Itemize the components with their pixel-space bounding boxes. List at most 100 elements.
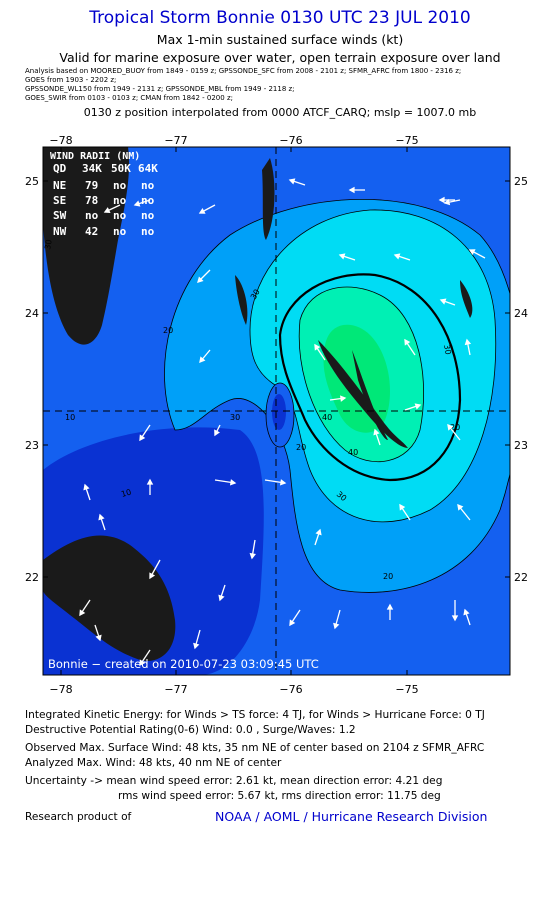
contour-label: 30 — [230, 413, 240, 422]
wind-radii-ne-label: NE — [53, 179, 66, 192]
analysis-sources-line-4: GOES_SWIR from 0103 - 0103 z; CMAN from … — [25, 94, 233, 102]
wind-vector-head — [103, 207, 111, 214]
tick-marks — [43, 147, 510, 675]
lat-tick-left-22: 22 — [25, 571, 39, 584]
wind-vector-head — [139, 434, 146, 442]
lon-tick-top-76: −76 — [279, 134, 302, 147]
wind-vector-head — [229, 479, 237, 486]
analyzed-max-wind: Analyzed Max. Wind: 48 kts, 40 nm NE of … — [25, 757, 282, 769]
wind-vector-head — [393, 253, 401, 260]
lat-tick-right-25: 25 — [514, 175, 528, 188]
wind-radii-title: WIND RADII (NM) — [50, 151, 140, 162]
wind-vector-head — [457, 503, 464, 511]
wind-vector-head — [279, 479, 287, 486]
land-island-east — [460, 280, 473, 318]
contour-label: 30 — [249, 288, 262, 301]
lat-tick-right-22: 22 — [514, 571, 528, 584]
wind-radii-sw-50k: no — [113, 209, 127, 222]
contour-label: 10 — [65, 413, 75, 422]
wind-vector-head — [404, 338, 411, 346]
wind-vector-head — [451, 615, 459, 622]
wind-vector-head — [414, 403, 422, 410]
wind-vector-head — [468, 249, 476, 256]
wind-vector-head — [133, 200, 141, 207]
wind-vector-head — [289, 619, 296, 627]
wind-vector-head — [315, 528, 322, 536]
lon-tick-bottom-76: −76 — [279, 683, 302, 696]
land-andros — [235, 275, 248, 325]
wind-radii-se-64k: no — [141, 194, 155, 207]
wind-vector-head — [198, 207, 206, 214]
wind-radii-header-34k: 34K — [82, 162, 102, 175]
contour-label: 20 — [296, 443, 306, 452]
contour-label: 40 — [348, 448, 358, 457]
wind-radii-nw-label: NW — [53, 225, 67, 238]
wind-radii-sw-64k: no — [141, 209, 155, 222]
wind-radii-ne-34k: 79 — [85, 179, 98, 192]
wind-vector-head — [373, 428, 380, 436]
analysis-sources-line-3: GPSSONDE_WL150 from 1949 - 2131 z; GPSSO… — [25, 85, 295, 93]
wind-band-45 — [323, 324, 390, 433]
analysis-sources-line-2: GOES from 1903 - 2202 z; — [25, 76, 117, 84]
wind-vector-head — [338, 253, 346, 260]
wind-vector-head — [214, 429, 220, 437]
lon-tick-top-75: −75 — [395, 134, 418, 147]
wind-vector-head — [79, 609, 86, 617]
uncertainty-rms: rms wind speed error: 5.67 kt, rms direc… — [118, 790, 441, 802]
wind-vector-head — [139, 659, 146, 667]
contour-label: 20 — [383, 572, 393, 581]
land-abaco — [262, 158, 275, 240]
wind-vector-head — [463, 608, 470, 616]
wind-vector-head — [386, 603, 394, 610]
contour-label: 30 — [442, 344, 453, 356]
wind-radii-se-34k: 78 — [85, 194, 98, 207]
map-subtitle: Max 1-min sustained surface winds (kt) — [156, 32, 404, 47]
wind-vector-head — [399, 503, 406, 511]
wind-radii-sw-34k: no — [85, 209, 99, 222]
position-note: 0130 z position interpolated from 0000 A… — [83, 106, 477, 119]
ike-summary: Integrated Kinetic Energy: for Winds > T… — [25, 709, 485, 721]
wind-radii-header-qd: QD — [53, 162, 67, 175]
validity-note: Valid for marine exposure over water, op… — [59, 50, 501, 65]
uncertainty-mean: Uncertainty -> mean wind speed error: 2.… — [25, 775, 443, 787]
analysis-sources-line-1: Analysis based on MOORED_BUOY from 1849 … — [25, 67, 462, 75]
wind-radii-table: WIND RADII (NM) QD 34K 50K 64K NE 79 no … — [50, 151, 158, 238]
wind-radii-nw-64k: no — [141, 225, 155, 238]
contour-label: 40 — [322, 413, 332, 422]
lon-tick-top-77: −77 — [164, 134, 187, 147]
wind-vector-head — [197, 276, 204, 283]
wind-field-map: −78 −77 −76 −75 −78 −77 −76 −75 25 24 23… — [25, 134, 528, 696]
wind-vector-head — [95, 634, 102, 642]
wind-radii-nw-34k: 42 — [85, 225, 98, 238]
wind-radii-se-label: SE — [53, 194, 66, 207]
wind-vector-head — [149, 572, 156, 580]
wind-vector-head — [333, 622, 340, 630]
wind-vector-head — [83, 483, 90, 491]
lat-tick-left-24: 24 — [25, 307, 39, 320]
land-cuba — [43, 535, 176, 661]
wind-radii-ne-50k: no — [113, 179, 127, 192]
wind-vector-head — [218, 594, 225, 602]
contour-label: 20 — [163, 326, 173, 335]
wind-radii-nw-50k: no — [113, 225, 127, 238]
lat-tick-right-24: 24 — [514, 307, 528, 320]
land-eleuthera — [318, 340, 408, 448]
destructive-potential: Destructive Potential Rating(0-6) Wind: … — [25, 724, 356, 736]
wind-vector-head — [199, 356, 206, 364]
lon-tick-bottom-75: −75 — [395, 683, 418, 696]
observed-max-wind: Observed Max. Surface Wind: 48 kts, 35 n… — [25, 742, 485, 754]
wind-vector-head — [447, 423, 454, 431]
wind-radii-se-50k: no — [113, 194, 127, 207]
contour-label: 10 — [120, 488, 132, 499]
wind-vector-head — [314, 343, 321, 351]
wind-vector-head — [348, 186, 355, 194]
lon-tick-bottom-77: −77 — [164, 683, 187, 696]
plot-area: 30 20 30 20 40 30 10 20 30 40 30 20 10 W… — [43, 147, 510, 675]
wind-vector-head — [439, 298, 447, 305]
lat-tick-right-23: 23 — [514, 439, 528, 452]
wind-radii-header-64k: 64K — [138, 162, 158, 175]
wind-vector-head — [340, 395, 347, 402]
lat-tick-left-25: 25 — [25, 175, 39, 188]
lon-tick-bottom-78: −78 — [49, 683, 72, 696]
lon-tick-top-78: −78 — [49, 134, 72, 147]
